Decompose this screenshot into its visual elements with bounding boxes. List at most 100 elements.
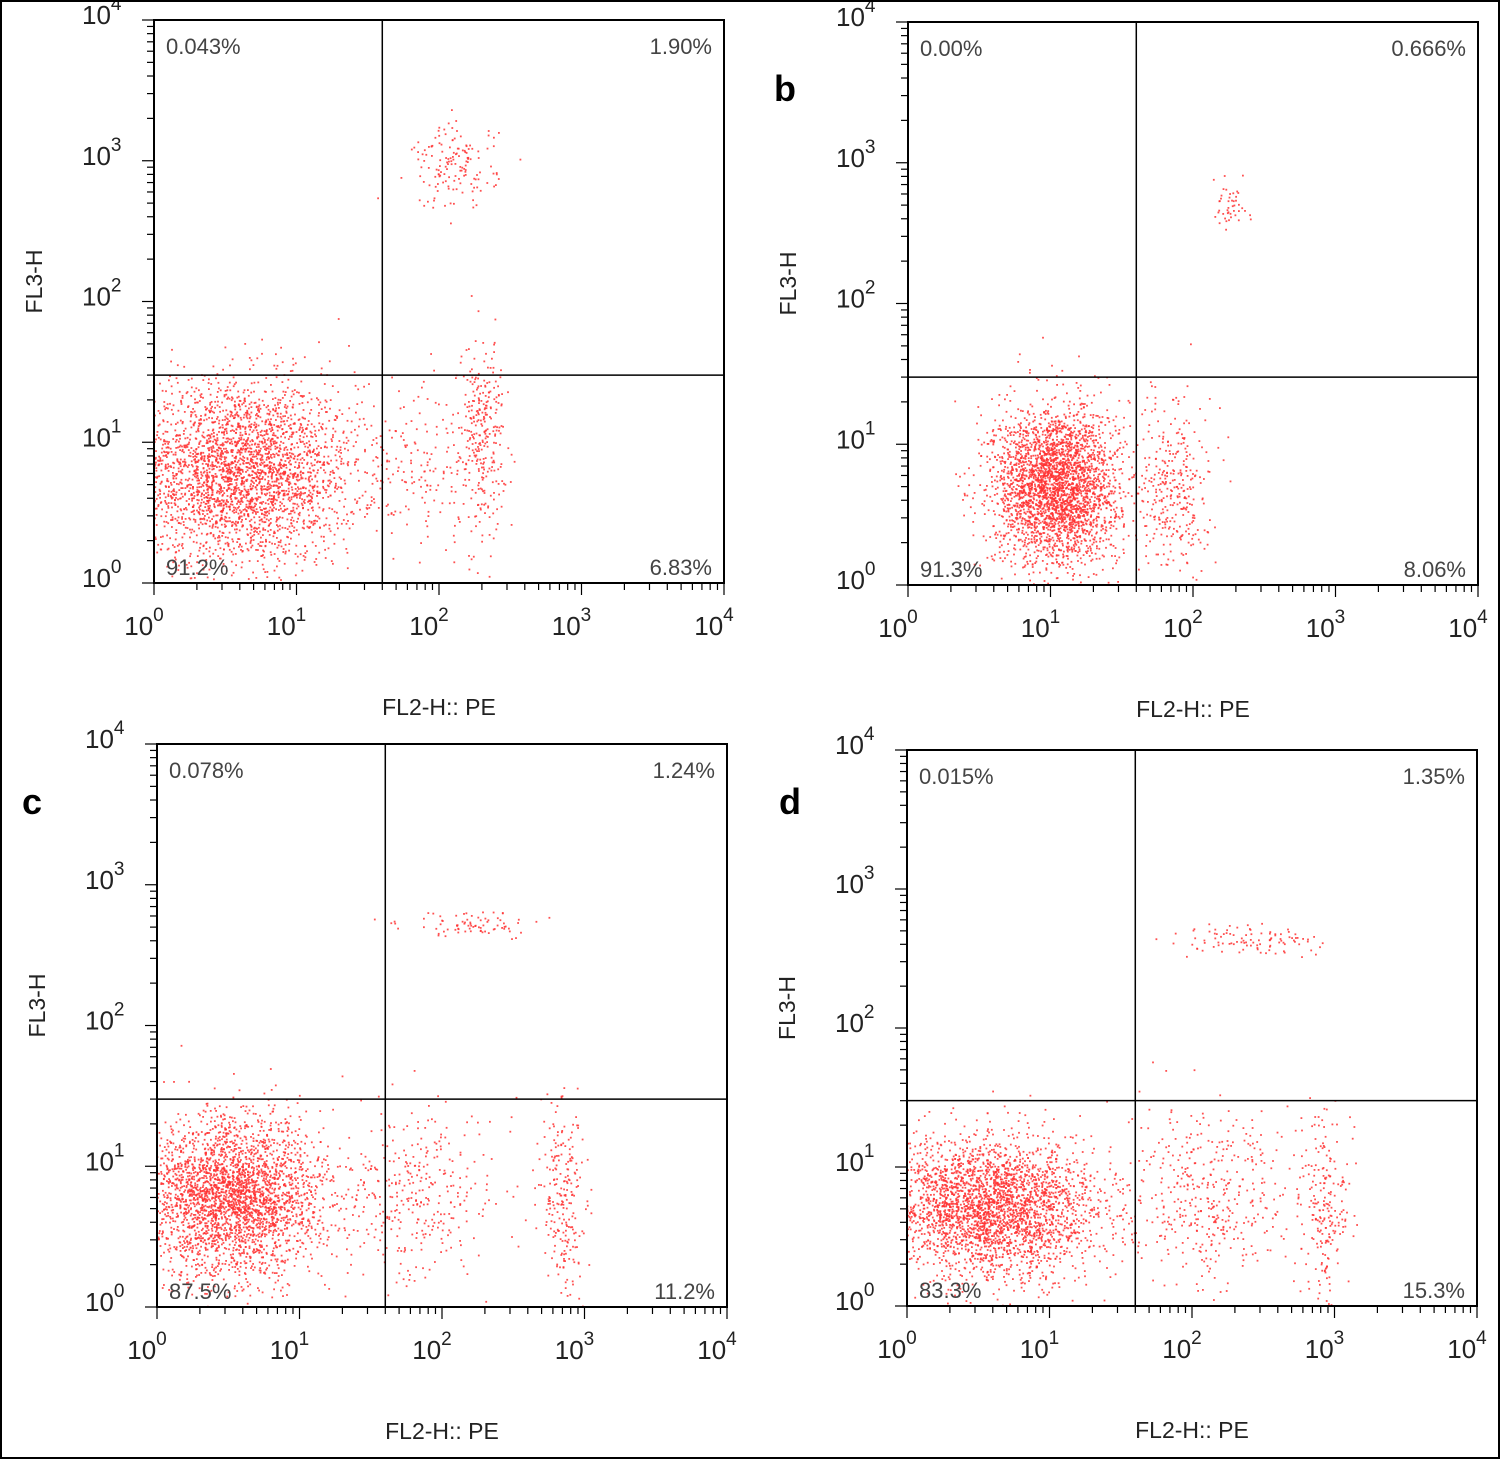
data-point — [276, 524, 278, 526]
data-point — [464, 429, 466, 431]
data-point — [228, 466, 231, 469]
data-point — [394, 510, 397, 513]
data-point — [487, 130, 490, 132]
data-point — [493, 492, 495, 494]
data-point — [1066, 477, 1068, 480]
data-point — [1062, 501, 1065, 504]
data-point — [283, 505, 286, 507]
data-point — [284, 543, 287, 546]
data-point — [466, 406, 469, 408]
data-point — [496, 508, 498, 511]
data-point — [172, 453, 175, 456]
data-point — [222, 507, 225, 510]
data-point — [467, 148, 470, 150]
data-point — [246, 409, 249, 412]
data-point — [1075, 486, 1078, 489]
data-point — [205, 492, 207, 495]
data-point — [1092, 482, 1095, 484]
data-point — [1010, 415, 1012, 418]
data-point — [236, 479, 238, 481]
data-point — [440, 171, 442, 173]
data-point — [1062, 555, 1065, 558]
data-point — [213, 450, 216, 453]
data-point — [270, 424, 273, 427]
data-point — [201, 483, 204, 486]
data-point — [238, 450, 241, 453]
data-point — [286, 452, 288, 455]
data-point — [215, 377, 217, 380]
data-point — [498, 493, 500, 496]
data-point — [279, 399, 282, 401]
data-point — [1080, 407, 1083, 410]
data-point — [1107, 469, 1110, 471]
data-point — [263, 493, 266, 495]
data-point — [215, 459, 217, 461]
data-point — [338, 409, 341, 412]
data-point — [495, 396, 498, 399]
data-point — [234, 456, 237, 458]
data-point — [179, 497, 182, 500]
data-point — [1084, 449, 1086, 452]
data-point — [167, 495, 170, 497]
data-point — [269, 455, 272, 458]
data-point — [290, 486, 293, 489]
data-point — [225, 441, 228, 444]
data-point — [286, 535, 288, 538]
data-point — [212, 515, 215, 518]
data-point — [235, 524, 238, 527]
data-point — [209, 546, 211, 549]
data-point — [1082, 496, 1085, 499]
data-point — [193, 577, 196, 579]
data-point — [231, 524, 234, 526]
data-point — [382, 449, 385, 451]
data-point — [209, 520, 211, 523]
data-point — [1058, 484, 1061, 487]
data-point — [229, 469, 232, 471]
data-point — [1089, 501, 1092, 503]
data-point — [1037, 508, 1040, 510]
data-point — [1029, 473, 1032, 476]
data-point — [259, 453, 262, 456]
data-point — [273, 442, 275, 445]
data-point — [206, 471, 209, 474]
data-point — [1117, 515, 1120, 518]
data-point — [284, 436, 286, 439]
data-point — [162, 420, 165, 423]
data-point — [339, 446, 342, 449]
data-point — [251, 470, 254, 473]
data-point — [207, 434, 210, 436]
data-point — [1100, 508, 1102, 511]
data-point — [489, 416, 491, 418]
data-point — [355, 441, 357, 443]
data-point — [201, 474, 204, 477]
data-point — [1076, 492, 1079, 495]
data-point — [166, 451, 168, 453]
data-point — [1079, 390, 1082, 392]
data-point — [262, 501, 265, 503]
data-point — [309, 450, 311, 453]
data-point — [1078, 502, 1081, 505]
data-point — [320, 447, 322, 449]
data-point — [301, 498, 303, 501]
data-point — [206, 478, 208, 480]
data-point — [1022, 526, 1024, 529]
data-point — [1019, 446, 1022, 448]
data-point — [1006, 466, 1009, 469]
data-point — [314, 429, 317, 432]
data-point — [197, 499, 200, 502]
data-point — [269, 423, 271, 425]
data-point — [164, 442, 167, 445]
data-point — [194, 455, 196, 457]
data-point — [230, 438, 233, 441]
data-point — [1114, 429, 1117, 432]
data-point — [438, 403, 440, 406]
data-point — [375, 456, 378, 458]
data-point — [471, 376, 474, 379]
data-point — [167, 463, 169, 466]
data-point — [238, 492, 241, 494]
data-point — [216, 373, 219, 375]
data-point — [268, 428, 271, 430]
data-point — [176, 519, 179, 522]
data-point — [328, 360, 331, 363]
data-point — [287, 478, 290, 481]
